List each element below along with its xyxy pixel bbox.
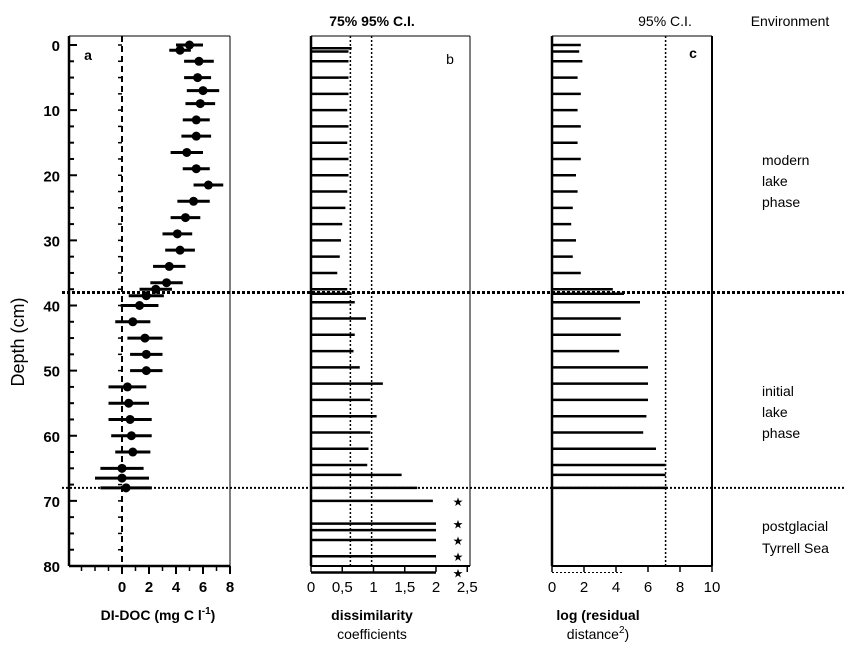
panel-b-xtick-label: 2 [432,579,440,596]
panel-a-xtick-label: 0 [118,579,126,596]
depth-tick-label: 50 [43,364,60,381]
panel-c-xtick-label: 10 [704,579,721,596]
doc-point [180,213,190,223]
depth-tick-label: 30 [43,233,60,250]
doc-point [195,99,205,109]
doc-point [191,164,201,174]
env-zone-3-line-2: Tyrrell Sea [762,540,829,556]
doc-point [203,180,213,190]
panel-b-xlabel2: coefficients [337,626,407,642]
depth-axis-label: Depth (cm) [8,297,28,386]
panel-b-xtick-label: 0 [307,579,315,596]
doc-point [182,147,192,157]
env-zone-2-line-1: initial [762,383,794,399]
doc-point [128,447,138,457]
doc-point [140,333,150,343]
doc-point [122,382,132,392]
doc-point [124,398,134,408]
doc-point [128,317,138,327]
panel-b-xlabel: dissimilarity [331,607,413,623]
env-zone-1-line-3: phase [762,194,800,210]
panel-b-xtick-label: 2,5 [457,579,478,596]
depth-tick-label: 60 [43,429,60,446]
env-zone-3-line-1: postglacial [762,518,828,534]
dissimilarity-star-marker: ★ [453,534,464,548]
panel-a-xlabel: DI-DOC (mg C l-1) [101,606,216,623]
doc-point [189,196,199,206]
panel-b-ci-title: 75% 95% C.I. [329,13,415,29]
doc-point [191,131,201,141]
panel-a-xtick-label: 8 [226,579,234,596]
panel-c-ci-title: 95% C.I. [638,13,692,29]
doc-point [141,366,151,376]
chart-marks: 0 10 20 30 40 50 60 70 80 0 2 4 6 8 ★ ★ ★ ★ ★ 0 0,5 1 1,5 2 2,5 0… [43,35,844,596]
panel-b-label: b [446,51,454,67]
env-zone-1-line-2: lake [762,173,788,189]
panel-c-xtick-label: 2 [580,579,588,596]
panel-b-xtick-label: 1 [369,579,377,596]
doc-point [185,40,194,50]
panel-a-xtick-label: 6 [199,579,207,596]
doc-point [125,414,135,424]
panel-c-xtick-label: 6 [644,579,652,596]
panel-b-xtick-label: 1,5 [394,579,415,596]
panel-c-label: c [689,45,697,61]
doc-point [175,45,185,55]
doc-point [191,115,201,125]
doc-point [117,463,127,473]
doc-point [198,86,208,96]
depth-tick-label: 80 [43,559,60,576]
depth-tick-label: 70 [43,494,60,511]
depth-tick-label: 40 [43,299,60,316]
dissimilarity-star-marker: ★ [453,495,464,509]
panel-a-xtick-label: 4 [172,579,181,596]
doc-point [135,301,145,310]
doc-point [126,431,136,441]
panel-c-xtick-label: 4 [612,579,620,596]
depth-tick-label: 0 [52,38,60,55]
panel-b-xtick-label: 0,5 [332,579,353,596]
doc-point [193,73,203,83]
dissimilarity-star-marker: ★ [453,550,464,564]
panel-a-label: a [84,47,92,63]
doc-point [117,473,127,483]
doc-point [172,229,182,239]
panel-a-xtick-label: 2 [145,579,153,596]
panel-c-xlabel: log (residual [556,607,639,623]
env-zone-1-line-1: modern [762,152,809,168]
panel-c-xlabel2: distance2) [567,625,629,642]
panel-c-xtick-label: 8 [676,579,684,596]
doc-point [194,56,204,66]
doc-point [164,261,174,271]
dissimilarity-star-marker: ★ [453,567,464,581]
env-zone-2-line-2: lake [762,404,788,420]
environment-title: Environment [751,13,830,29]
depth-tick-label: 10 [43,103,60,120]
doc-point [162,278,172,288]
depth-tick-label: 20 [43,168,60,185]
dissimilarity-star-marker: ★ [453,518,464,532]
doc-point [175,245,185,255]
panel-c-xtick-label: 0 [548,579,556,596]
env-zone-2-line-3: phase [762,425,800,441]
doc-point [141,349,151,359]
